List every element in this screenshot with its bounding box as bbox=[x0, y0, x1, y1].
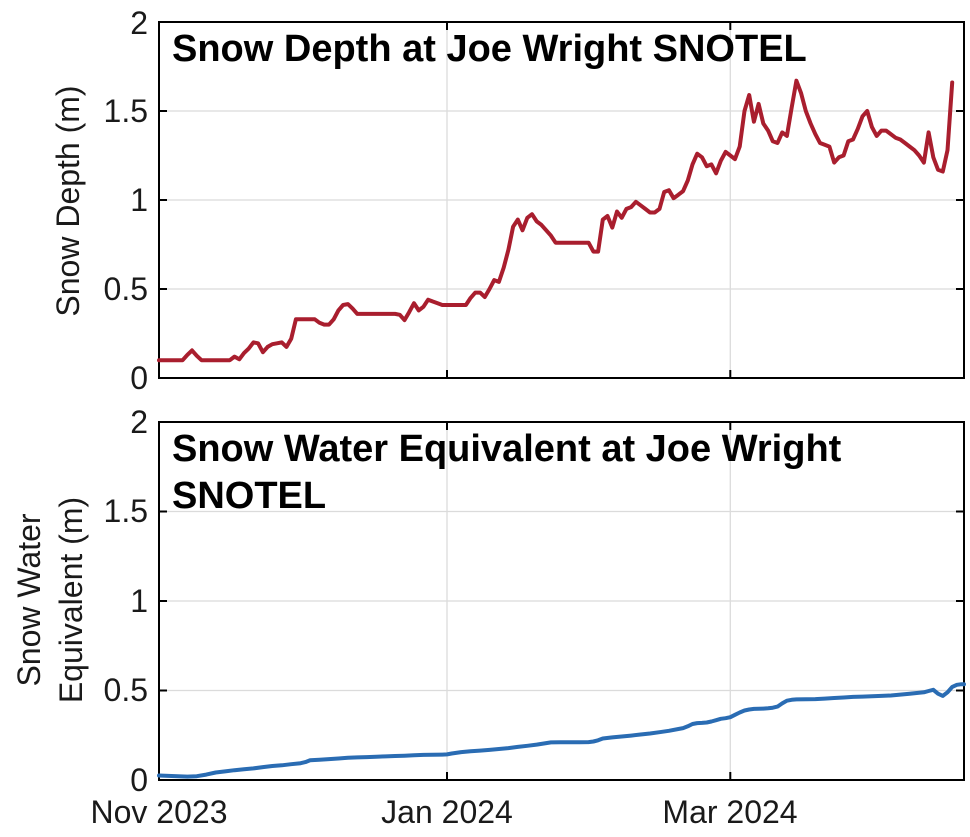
ytick-swe-2: 2 bbox=[130, 404, 148, 440]
ytick-swe-1: 1 bbox=[130, 583, 148, 619]
snow-water-equivalent-line bbox=[157, 682, 966, 779]
swe-panel bbox=[157, 421, 966, 781]
ytick-swe-0: 0 bbox=[130, 762, 148, 798]
snow-depth-line bbox=[157, 78, 955, 363]
ytick-swe-1p5: 1.5 bbox=[103, 493, 148, 529]
swe-ylabel-line2: Equivalent (m) bbox=[53, 496, 89, 704]
ytick-depth-0p5: 0.5 bbox=[103, 271, 148, 307]
swe-chart bbox=[157, 421, 966, 781]
axes-frame bbox=[158, 21, 965, 379]
ytick-depth-2: 2 bbox=[130, 5, 148, 41]
snow-depth-ylabel: Snow Depth (m) bbox=[50, 85, 86, 317]
axes-frame bbox=[158, 421, 965, 781]
xtick-mar-2024: Mar 2024 bbox=[662, 794, 798, 830]
swe-ylabel-line1: Snow Water bbox=[11, 513, 47, 687]
ytick-depth-1p5: 1.5 bbox=[103, 93, 148, 129]
ytick-depth-0: 0 bbox=[130, 360, 148, 396]
xtick-nov-2023: Nov 2023 bbox=[90, 794, 228, 830]
ytick-depth-1: 1 bbox=[130, 182, 148, 218]
swe-title: Snow Water Equivalent at Joe Wright SNOT… bbox=[172, 428, 842, 518]
snow-depth-panel bbox=[157, 21, 965, 379]
xtick-jan-2024: Jan 2024 bbox=[381, 794, 513, 830]
swe-ylabel: Snow Water Equivalent (m) bbox=[8, 380, 92, 820]
snow-depth-chart bbox=[157, 21, 965, 379]
ytick-swe-0p5: 0.5 bbox=[103, 672, 148, 708]
snow-depth-title: Snow Depth at Joe Wright SNOTEL bbox=[172, 28, 807, 70]
